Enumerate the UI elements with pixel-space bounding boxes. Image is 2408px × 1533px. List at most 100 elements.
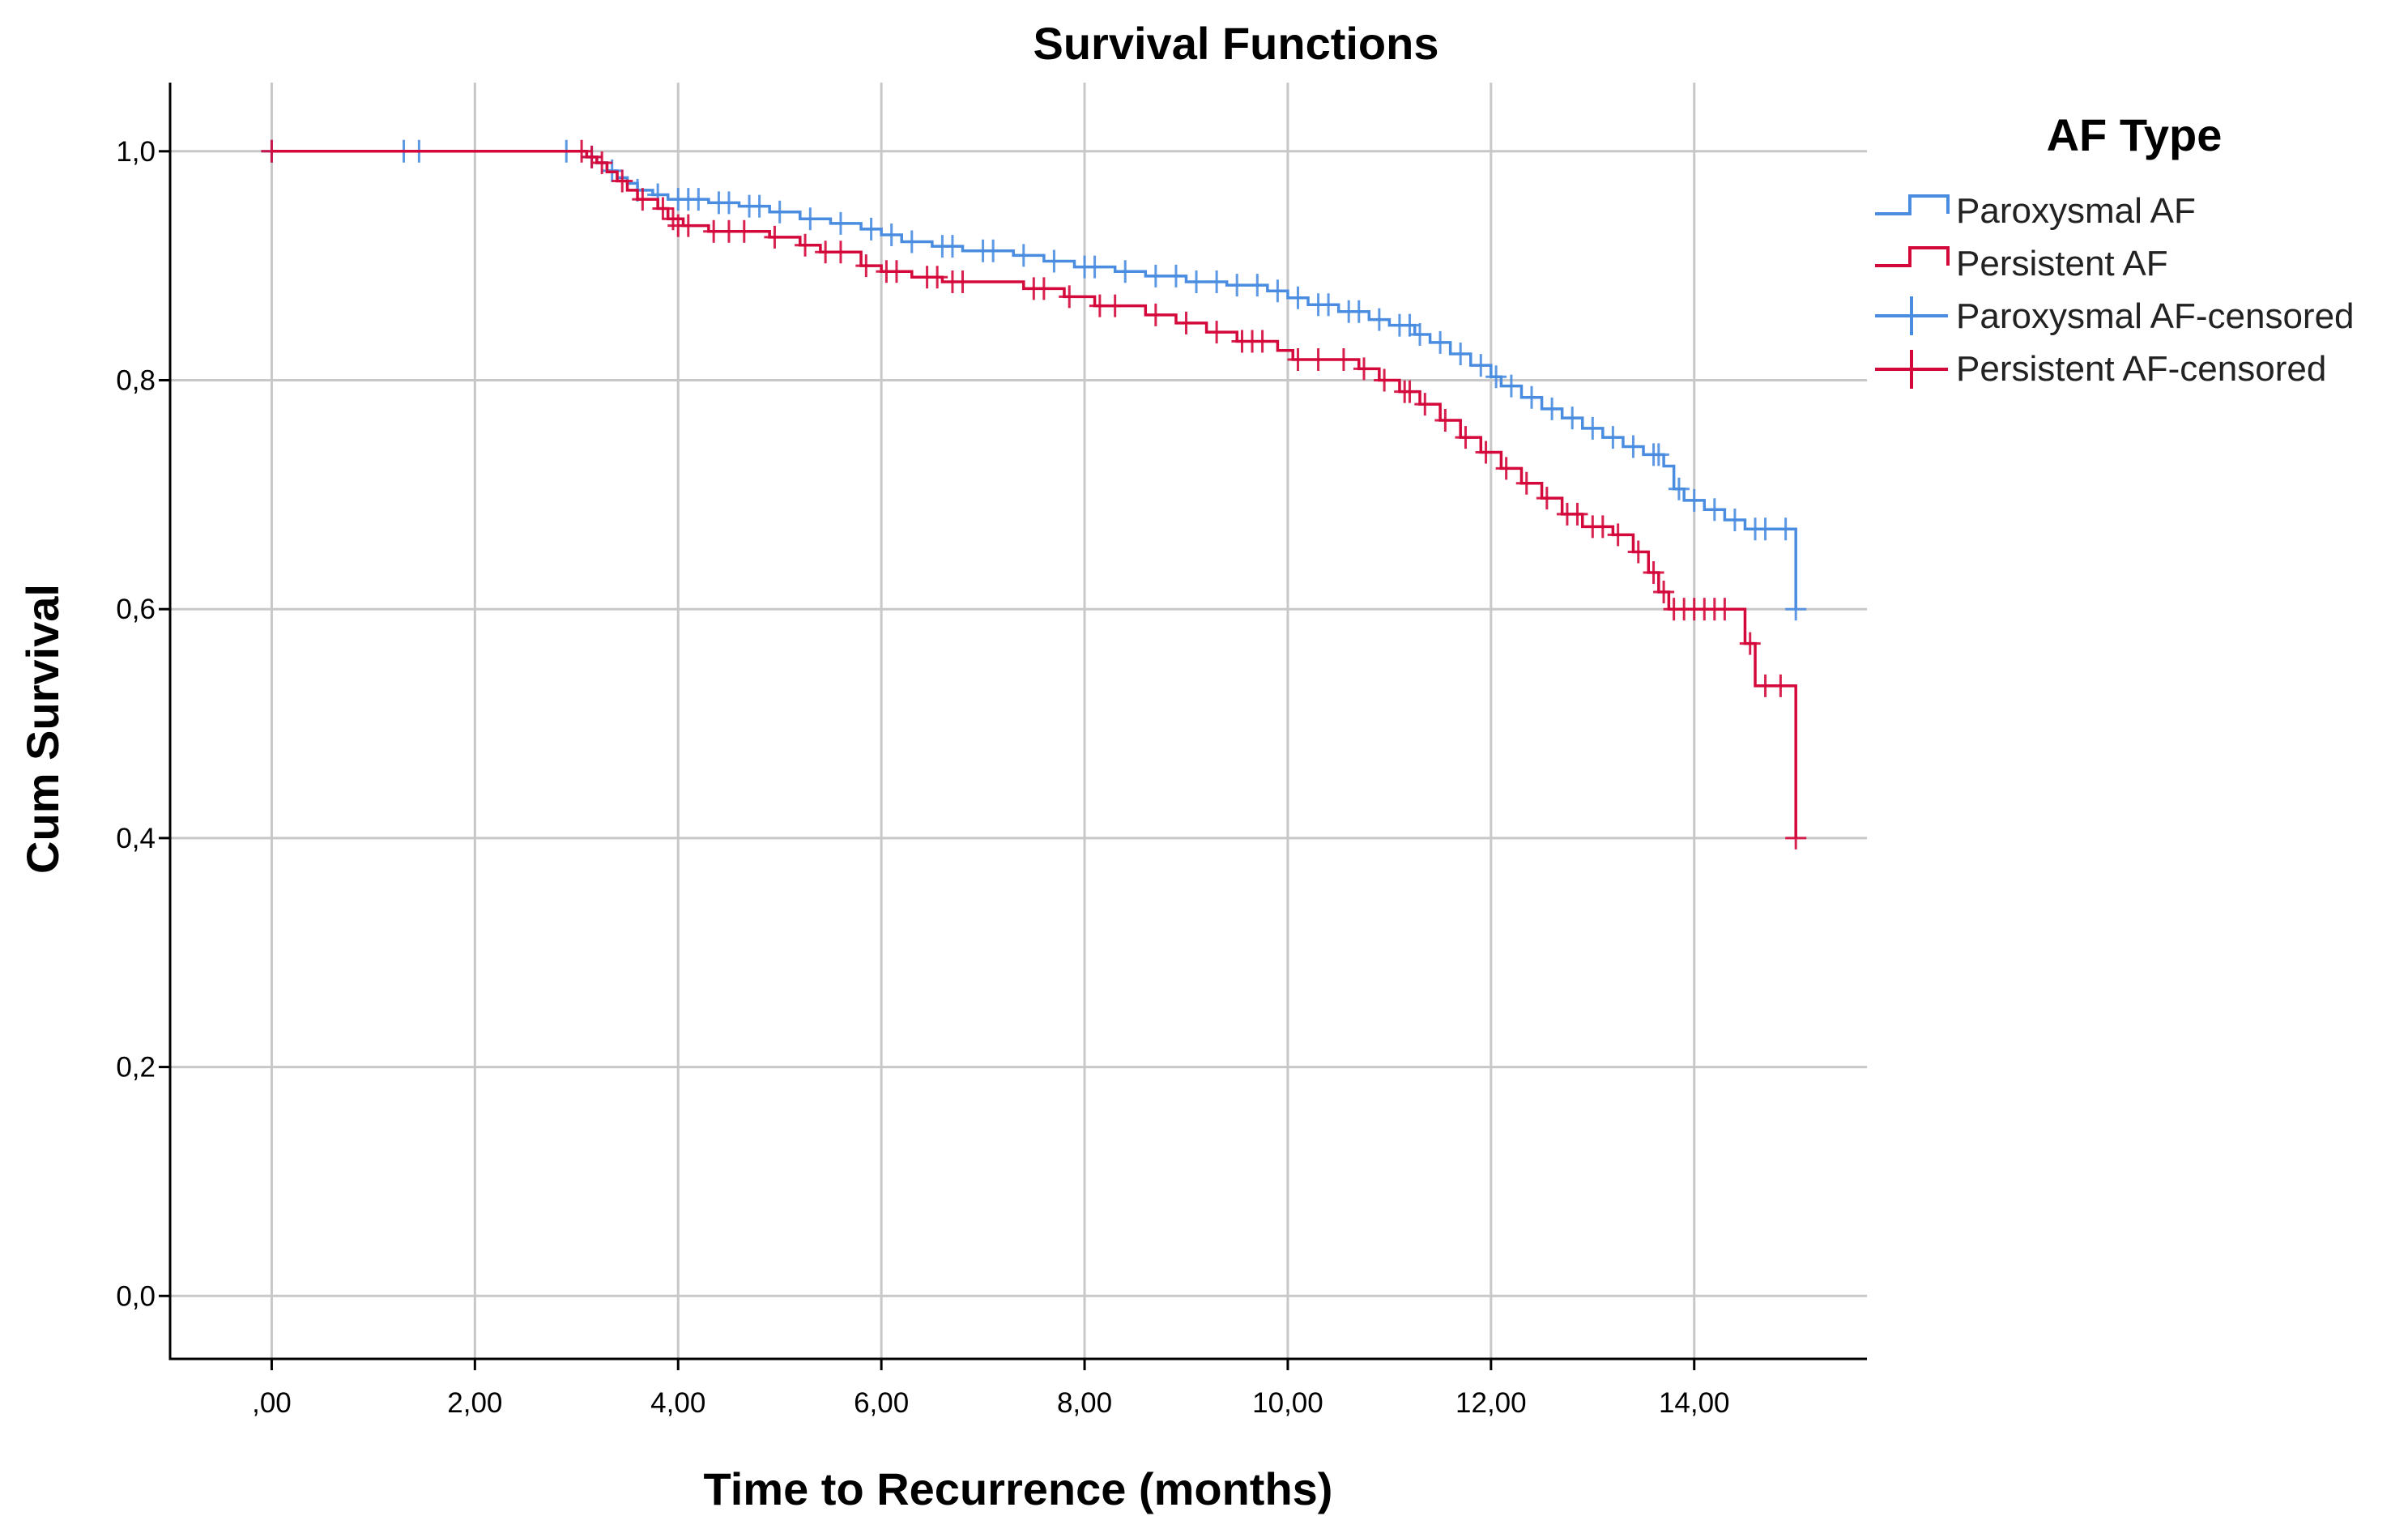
censor-mark-persistent-af	[1374, 368, 1396, 392]
censor-mark-paroxysmal-af	[1703, 498, 1725, 522]
censor-mark-persistent-af	[1144, 303, 1166, 326]
legend-label-paroxysmal-censored: Paroxysmal AF-censored	[1956, 296, 2355, 336]
censor-mark-paroxysmal-af	[1683, 488, 1705, 512]
legend-label-paroxysmal: Paroxysmal AF	[1956, 191, 2196, 231]
chart-title: Survival Functions	[1034, 18, 1439, 69]
censor-mark-persistent-af	[1455, 426, 1477, 449]
censor-mark-persistent-af	[1414, 393, 1436, 416]
censor-mark-paroxysmal-af	[1043, 249, 1065, 273]
censor-mark-persistent-af	[795, 233, 816, 257]
censor-mark-paroxysmal-af	[1084, 255, 1106, 279]
censor-mark-paroxysmal-af	[1582, 416, 1604, 440]
censor-mark-persistent-af	[1566, 502, 1588, 526]
censor-mark-persistent-af	[1287, 348, 1309, 372]
censor-mark-paroxysmal-af	[1668, 477, 1690, 500]
censor-mark-persistent-af	[1515, 471, 1537, 495]
series-layer	[261, 139, 1807, 850]
censor-mark-persistent-af	[591, 151, 613, 174]
censor-mark-persistent-af	[1495, 457, 1517, 480]
censor-mark-paroxysmal-af	[1500, 374, 1522, 398]
censor-mark-paroxysmal-af	[829, 211, 851, 235]
censor-mark-persistent-af	[1785, 826, 1807, 850]
censor-mark-persistent-af	[829, 241, 851, 264]
censor-mark-persistent-af	[1627, 540, 1649, 564]
x-axis-title: Time to Recurrence (months)	[704, 1463, 1333, 1514]
censor-mark-persistent-af	[632, 188, 654, 211]
censor-mark-paroxysmal-af	[1541, 397, 1563, 420]
censor-mark-paroxysmal-af	[1318, 293, 1340, 317]
censor-mark-persistent-af	[1104, 294, 1126, 317]
censor-mark-paroxysmal-af	[1521, 385, 1543, 409]
censor-mark-paroxysmal-af	[1114, 260, 1136, 283]
y-tick-label: 0,0	[116, 1280, 156, 1312]
legend-step-icon-persistent	[1875, 246, 1950, 267]
censor-mark-paroxysmal-af	[1247, 274, 1268, 297]
axes-layer	[168, 83, 1867, 1361]
censor-mark-persistent-af	[581, 145, 603, 168]
censor-mark-paroxysmal-af	[1724, 508, 1745, 531]
x-tick-label: ,00	[252, 1387, 292, 1419]
censor-mark-paroxysmal-af	[1622, 435, 1644, 458]
x-tick-label: 6,00	[854, 1387, 909, 1419]
censor-mark-persistent-af	[1434, 408, 1456, 432]
censor-mark-paroxysmal-af	[1368, 308, 1390, 331]
y-tick-label: 0,6	[116, 594, 156, 625]
censor-mark-paroxysmal-af	[1144, 264, 1166, 287]
censor-mark-persistent-af	[1653, 580, 1675, 603]
legend-label-persistent: Persistent AF	[1956, 244, 2168, 283]
censor-mark-paroxysmal-af	[1785, 598, 1807, 621]
censor-mark-persistent-af	[1643, 560, 1664, 584]
censor-mark-persistent-af	[261, 139, 283, 163]
censor-mark-paroxysmal-af	[1409, 322, 1431, 346]
censor-mark-persistent-af	[1739, 632, 1761, 655]
censor-mark-persistent-af	[1536, 487, 1558, 510]
x-tick-label: 8,00	[1057, 1387, 1112, 1419]
censor-mark-persistent-af	[1607, 523, 1629, 547]
censor-mark-paroxysmal-af	[1470, 354, 1492, 377]
x-tick-label: 4,00	[650, 1387, 705, 1419]
censor-mark-paroxysmal-af	[1186, 270, 1208, 293]
censor-mark-paroxysmal-af	[769, 200, 791, 224]
y-tick-label: 0,2	[116, 1052, 156, 1084]
x-tick-label: 14,00	[1659, 1387, 1730, 1419]
legend-step-icon-paroxysmal	[1875, 194, 1950, 215]
censor-mark-persistent-af	[927, 266, 948, 289]
censor-mark-persistent-af	[855, 254, 877, 278]
censor-mark-persistent-af	[1059, 285, 1080, 309]
censor-mark-paroxysmal-af	[1012, 244, 1034, 267]
x-tick-label: 10,00	[1252, 1387, 1323, 1419]
censor-mark-persistent-af	[1399, 380, 1421, 403]
censor-mark-persistent-af	[764, 225, 786, 249]
censor-mark-persistent-af	[677, 214, 699, 237]
x-tick-label: 12,00	[1455, 1387, 1527, 1419]
censor-mark-paroxysmal-af	[1485, 365, 1507, 389]
censor-mark-paroxysmal-af	[1562, 407, 1583, 430]
censor-mark-persistent-af	[1353, 357, 1375, 381]
censor-mark-paroxysmal-af	[880, 223, 902, 246]
censor-mark-persistent-af	[952, 270, 974, 293]
censor-mark-paroxysmal-af	[718, 191, 739, 215]
censor-mark-paroxysmal-af	[1348, 300, 1370, 323]
censor-mark-persistent-af	[1770, 674, 1792, 697]
censor-mark-paroxysmal-af	[1647, 443, 1669, 466]
censor-mark-persistent-af	[1033, 277, 1055, 300]
censor-mark-persistent-af	[571, 139, 593, 163]
censor-mark-paroxysmal-af	[1754, 517, 1776, 541]
censor-mark-persistent-af	[652, 197, 674, 220]
censor-mark-paroxysmal-af	[1602, 426, 1624, 449]
censor-mark-persistent-af	[733, 219, 755, 243]
censor-mark-paroxysmal-af	[901, 230, 923, 253]
censor-mark-paroxysmal-af	[1267, 279, 1289, 303]
censor-mark-persistent-af	[1475, 441, 1497, 464]
y-tick-label: 1,0	[116, 136, 156, 168]
censor-mark-paroxysmal-af	[860, 217, 882, 241]
censor-mark-persistent-af	[1206, 321, 1228, 344]
plot-frame	[168, 83, 1867, 1361]
censor-mark-paroxysmal-af	[688, 188, 710, 211]
censor-mark-persistent-af	[1307, 348, 1329, 372]
censor-mark-paroxysmal-af	[1430, 330, 1451, 354]
censor-mark-paroxysmal-af	[982, 239, 1004, 262]
legend-label-persistent-censored: Persistent AF-censored	[1956, 349, 2326, 389]
y-tick-label: 0,8	[116, 364, 156, 396]
censor-mark-paroxysmal-af	[1206, 270, 1228, 293]
